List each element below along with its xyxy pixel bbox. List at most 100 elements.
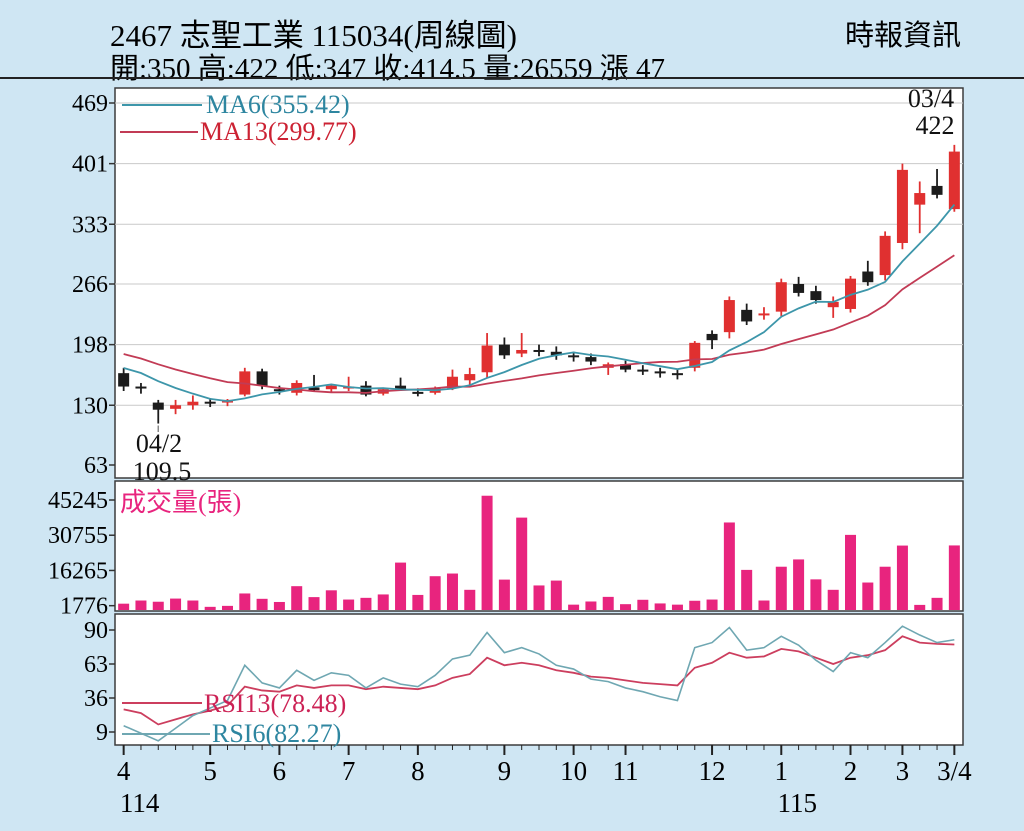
- candle-body: [637, 369, 649, 372]
- x-axis-month-label: 7: [342, 756, 356, 786]
- data-source-label: 時報資訊: [845, 20, 962, 52]
- y-axis-label: 45245: [48, 488, 108, 514]
- ma6-legend-label: MA6(355.42): [206, 90, 350, 119]
- volume-bar: [827, 589, 839, 610]
- rsi13-legend-line: [122, 702, 202, 704]
- volume-bar: [896, 545, 908, 610]
- candle-body: [360, 385, 372, 395]
- chart-title: 2467 志聖工業 115034(周線圖): [110, 18, 517, 53]
- volume-bar: [931, 597, 943, 610]
- candle-body: [412, 391, 424, 394]
- volume-bar: [775, 566, 787, 610]
- candle-body: [741, 309, 753, 322]
- candle-body: [291, 382, 303, 393]
- volume-bar: [360, 597, 372, 610]
- volume-bar: [706, 599, 718, 610]
- candle-body: [654, 371, 666, 374]
- y-axis-label: 36: [84, 686, 108, 712]
- x-axis-month-label: 9: [498, 756, 512, 786]
- volume-bar: [152, 601, 164, 610]
- ma13-legend-line: [120, 131, 198, 133]
- y-axis-label: 1776: [60, 594, 108, 620]
- volume-bar: [637, 599, 649, 610]
- y-axis-label: 333: [72, 212, 108, 238]
- candle-body: [879, 235, 891, 276]
- candle-body: [170, 405, 182, 409]
- candle-body: [862, 271, 874, 283]
- volume-bar: [291, 586, 303, 610]
- volume-bar: [810, 579, 822, 610]
- volume-bar: [256, 598, 268, 610]
- candle-body: [827, 301, 839, 308]
- candle-body: [395, 385, 407, 391]
- ma13-legend-label: MA13(299.77): [200, 117, 357, 146]
- volume-bar: [723, 522, 735, 610]
- volume-bar: [464, 589, 476, 610]
- annotation-top-price: 422: [915, 111, 955, 140]
- x-axis-month-label: 10: [560, 756, 587, 786]
- x-axis-month-label: 6: [273, 756, 287, 786]
- volume-bar: [879, 566, 891, 610]
- volume-bar: [221, 605, 233, 610]
- candle-body: [481, 345, 493, 373]
- y-axis-label: 63: [84, 453, 108, 479]
- volume-bar: [187, 600, 199, 610]
- x-axis-month-label: 3: [896, 756, 910, 786]
- candle-body: [464, 374, 476, 381]
- rsi6-legend-label: RSI6(82.27): [212, 719, 342, 748]
- candle-body: [135, 386, 147, 389]
- volume-bar: [741, 569, 753, 610]
- volume-bar: [325, 590, 337, 610]
- volume-bar: [273, 601, 285, 610]
- volume-bar: [568, 604, 580, 610]
- rsi13-legend-label: RSI13(78.48): [204, 689, 347, 718]
- candle-body: [723, 300, 735, 333]
- candle-body: [446, 376, 458, 389]
- candle-body: [914, 193, 926, 205]
- x-axis-month-label: 5: [203, 756, 217, 786]
- y-axis-label: 16265: [48, 558, 108, 584]
- y-axis-label: 198: [72, 333, 108, 359]
- candle-body: [931, 185, 943, 195]
- x-axis-month-label: 2: [844, 756, 858, 786]
- candle-body: [620, 364, 632, 370]
- x-axis-month-label: 12: [699, 756, 726, 786]
- candle-body: [568, 355, 580, 358]
- volume-bar: [446, 573, 458, 610]
- candle-body: [498, 344, 510, 356]
- candle-body: [308, 387, 320, 391]
- y-axis-label: 266: [72, 272, 108, 298]
- ma13-line: [123, 254, 955, 394]
- candle-body: [810, 291, 822, 301]
- header-divider: [0, 77, 1024, 79]
- volume-bar: [395, 562, 407, 610]
- volume-bar: [308, 597, 320, 610]
- ma6-line: [123, 204, 956, 403]
- x-axis-year-label: 115: [778, 788, 818, 818]
- volume-bar: [793, 559, 805, 610]
- volume-bar: [516, 517, 528, 610]
- x-axis-month-label: 11: [613, 756, 639, 786]
- ma6-legend-line: [122, 104, 202, 106]
- annotation-bottom-price: 109.5: [132, 457, 192, 486]
- volume-bar: [689, 600, 701, 610]
- rsi13-curve: [123, 635, 955, 726]
- candle-body: [845, 278, 857, 309]
- volume-bar: [498, 579, 510, 610]
- y-axis-label: 401: [72, 152, 108, 178]
- candle-body: [187, 401, 199, 406]
- volume-bar: [239, 593, 251, 610]
- volume-bar: [550, 580, 562, 610]
- volume-panel-label: 成交量(張): [120, 488, 242, 517]
- volume-bar: [585, 601, 597, 610]
- candle-body: [948, 151, 960, 210]
- volume-bar: [533, 585, 545, 610]
- candle-body: [118, 373, 130, 387]
- volume-bar: [654, 603, 666, 610]
- volume-bar: [671, 604, 683, 610]
- candle-body: [256, 371, 268, 386]
- volume-bar: [135, 600, 147, 610]
- candle-body: [758, 313, 770, 316]
- candle-body: [896, 169, 908, 243]
- y-axis-label: 9: [96, 720, 108, 746]
